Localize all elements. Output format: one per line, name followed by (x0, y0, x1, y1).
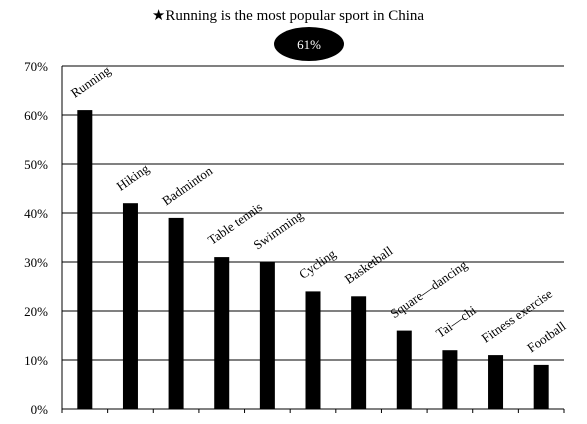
bar (396, 330, 412, 409)
bar (168, 217, 184, 409)
y-tick-label: 70% (24, 59, 48, 74)
chart-title: ★Running is the most popular sport in Ch… (152, 8, 425, 24)
category-label: Tai—chi (433, 302, 479, 340)
bar (488, 355, 504, 409)
bar (122, 203, 138, 409)
annotation-label: 61% (297, 37, 321, 52)
category-label: Hiking (114, 160, 153, 193)
y-tick-label: 40% (24, 206, 48, 221)
category-label: Running (68, 62, 114, 100)
bar (214, 257, 230, 409)
bar (442, 350, 458, 409)
bar (351, 296, 367, 409)
bar (77, 110, 93, 409)
y-tick-label: 60% (24, 108, 48, 123)
y-tick-label: 30% (24, 255, 48, 270)
y-tick-label: 0% (31, 402, 49, 417)
category-label: Basketball (342, 243, 396, 287)
category-label: Cycling (296, 246, 339, 282)
category-label: Badminton (159, 163, 215, 209)
bar (259, 262, 275, 409)
y-tick-label: 50% (24, 157, 48, 172)
annotation-ellipse (274, 27, 344, 61)
annotation-badge: 61% (274, 27, 344, 61)
bar (533, 364, 549, 409)
bar (305, 291, 321, 409)
y-axis: 0% 10% 20% 30% 40% 50% 60% 70% (24, 59, 565, 417)
bars (77, 110, 549, 409)
y-tick-label: 20% (24, 304, 48, 319)
category-label: Football (524, 318, 568, 355)
y-tick-label: 10% (24, 353, 48, 368)
